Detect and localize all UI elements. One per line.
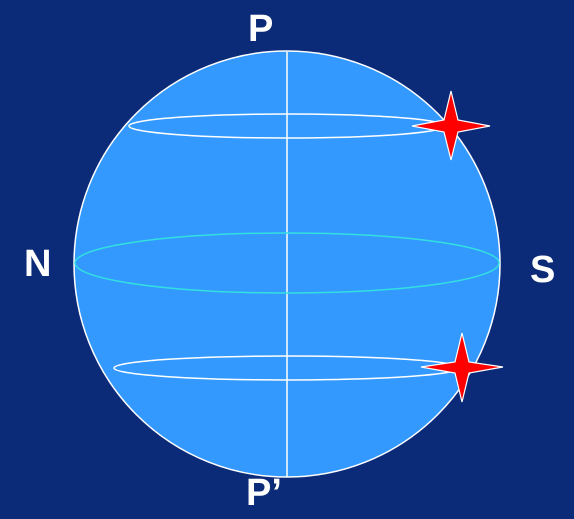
upper-star-icon	[411, 90, 491, 161]
pole-label-bottom: P’	[246, 472, 282, 514]
equator-circle	[74, 232, 500, 294]
lower-star-icon	[420, 332, 504, 403]
point-label-right: S	[530, 249, 556, 291]
point-label-left: N	[24, 243, 52, 285]
pole-label-top: P	[248, 8, 274, 50]
